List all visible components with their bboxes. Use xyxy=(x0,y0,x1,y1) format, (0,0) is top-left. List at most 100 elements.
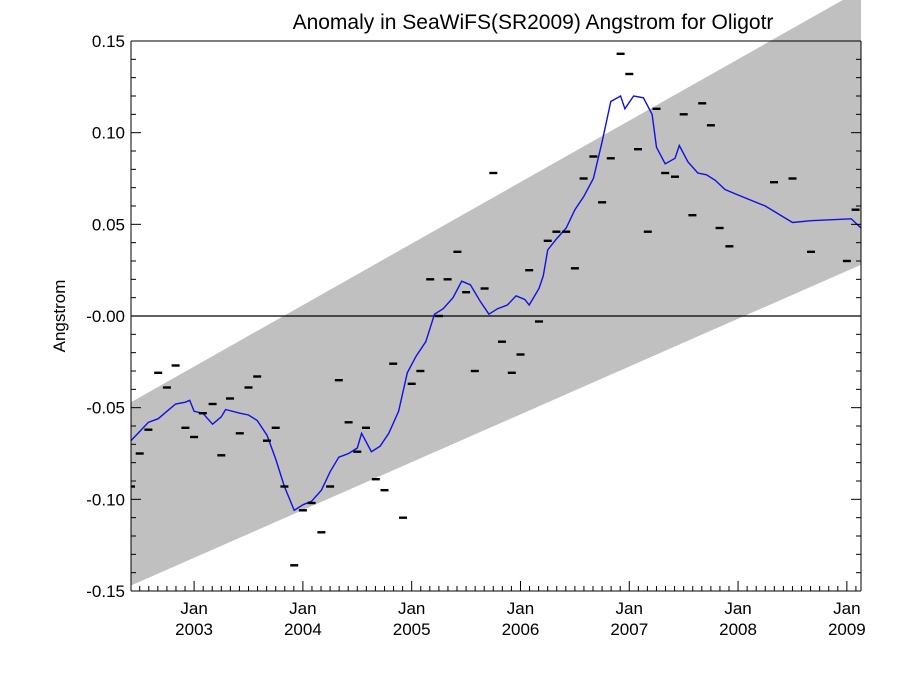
data-point xyxy=(317,531,326,534)
x-tick-label-year: 2004 xyxy=(284,620,322,639)
x-tick-label-month: Jan xyxy=(616,599,643,618)
data-point xyxy=(807,250,815,253)
data-point xyxy=(570,267,579,270)
data-point xyxy=(226,397,234,400)
data-point xyxy=(606,157,615,160)
data-point xyxy=(507,371,516,374)
monthly-points-layer xyxy=(131,52,860,567)
data-point xyxy=(208,402,217,406)
data-point xyxy=(326,485,335,488)
data-point xyxy=(462,291,471,294)
x-tick-label-year: 2006 xyxy=(502,620,540,639)
tick-labels-layer: -0.15 -0.10 -0.05 -0.00 0.05 0.10 0.15 Jan 2003 J… xyxy=(86,32,866,639)
data-point xyxy=(661,171,670,175)
data-point xyxy=(725,245,734,248)
data-point xyxy=(307,501,316,505)
data-point xyxy=(235,432,244,435)
data-point xyxy=(480,287,489,290)
x-tick-label-month: Jan xyxy=(289,599,316,618)
data-point xyxy=(589,155,598,158)
data-point xyxy=(562,230,571,233)
data-point xyxy=(652,107,661,110)
uncertainty-band xyxy=(131,0,861,586)
data-point xyxy=(298,509,307,512)
data-point xyxy=(162,386,171,389)
x-tick-label-year: 2007 xyxy=(610,620,648,639)
data-point xyxy=(552,230,561,233)
data-point xyxy=(770,181,778,184)
data-point xyxy=(842,259,851,263)
data-point xyxy=(181,426,190,429)
data-point xyxy=(217,454,226,457)
data-point xyxy=(671,175,679,178)
data-point xyxy=(290,564,299,567)
data-point xyxy=(190,435,199,439)
y-tick-label: -0.05 xyxy=(86,399,125,418)
data-point xyxy=(498,340,506,343)
data-point xyxy=(371,478,380,481)
x-tick-label-month: Jan xyxy=(833,599,860,618)
data-point xyxy=(198,412,207,415)
data-point xyxy=(851,208,860,211)
smoothed-series-line xyxy=(131,94,861,512)
data-point xyxy=(516,353,525,356)
data-point xyxy=(416,369,425,373)
x-tick-label-month: Jan xyxy=(724,599,751,618)
data-point xyxy=(688,214,697,217)
data-point xyxy=(253,375,262,378)
data-point xyxy=(625,72,634,76)
data-point xyxy=(154,371,163,374)
y-tick-label: -0.15 xyxy=(86,582,125,601)
x-tick-label-month: Jan xyxy=(507,599,534,618)
data-point xyxy=(643,230,652,233)
data-point xyxy=(634,148,642,151)
y-tick-label: 0.05 xyxy=(92,215,125,234)
data-point xyxy=(535,320,543,323)
data-point xyxy=(426,278,435,281)
data-point xyxy=(280,485,289,488)
y-tick-label: 0.15 xyxy=(92,32,125,51)
y-axis-label: Angstrom xyxy=(50,280,69,353)
chart-title: Anomaly in SeaWiFS(SR2009) Angstrom for … xyxy=(293,11,774,34)
data-point xyxy=(679,113,688,116)
data-point xyxy=(579,177,588,180)
smoothed-line-layer xyxy=(131,94,861,512)
x-tick-label-year: 2008 xyxy=(719,620,757,639)
y-tick-label: 0.10 xyxy=(92,124,125,143)
y-tick-label: -0.10 xyxy=(86,490,125,509)
x-tick-label-year: 2009 xyxy=(828,620,866,639)
data-point xyxy=(453,250,462,253)
data-point xyxy=(598,201,607,204)
data-point xyxy=(263,439,271,442)
data-point xyxy=(715,226,724,230)
data-point xyxy=(334,379,343,382)
data-point xyxy=(380,489,389,492)
data-point xyxy=(706,124,715,127)
x-tick-label-month: Jan xyxy=(398,599,425,618)
data-point xyxy=(470,369,479,373)
data-point xyxy=(244,386,253,389)
data-point xyxy=(616,52,625,55)
data-point xyxy=(698,102,707,105)
data-point xyxy=(399,516,407,519)
data-point xyxy=(144,428,153,431)
data-point xyxy=(389,362,398,365)
data-point xyxy=(788,177,797,180)
data-point xyxy=(344,421,353,424)
axes-layer xyxy=(130,40,862,592)
x-tick-label-month: Jan xyxy=(180,599,207,618)
uncertainty-band-layer xyxy=(131,0,861,586)
y-tick-label: -0.00 xyxy=(86,307,125,326)
data-point xyxy=(543,239,552,242)
data-point xyxy=(171,364,180,367)
data-point xyxy=(135,452,144,455)
data-point xyxy=(131,485,135,488)
data-point xyxy=(271,426,280,429)
data-point xyxy=(434,314,443,318)
x-tick-label-year: 2003 xyxy=(175,620,213,639)
data-point xyxy=(362,426,370,429)
data-point xyxy=(489,171,498,175)
x-tick-label-year: 2005 xyxy=(393,620,431,639)
data-point xyxy=(525,269,534,272)
